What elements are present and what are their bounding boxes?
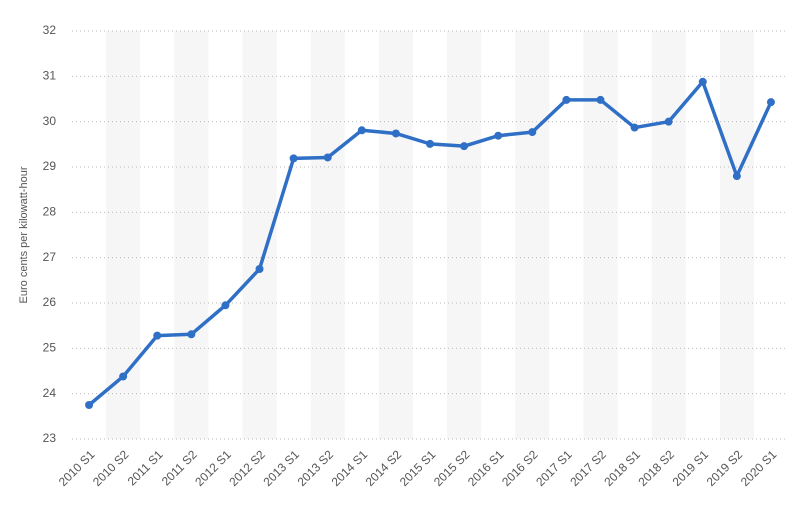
x-tick-label: 2018 S2 (636, 447, 678, 489)
point (357, 126, 366, 135)
y-tick-label: 27 (43, 250, 57, 264)
band-stripe (515, 31, 550, 439)
x-tick-label: 2013 S1 (260, 447, 302, 489)
point (391, 129, 400, 138)
y-tick-label: 32 (43, 23, 57, 37)
y-tick-label: 31 (43, 69, 57, 83)
x-tick-label: 2015 S2 (431, 447, 473, 489)
x-tick-label: 2018 S1 (601, 447, 643, 489)
band-stripe (583, 31, 618, 439)
point (426, 139, 434, 148)
x-tick-label: 2020 S1 (738, 447, 780, 489)
y-tick-label: 24 (43, 386, 57, 400)
point (664, 117, 673, 126)
band-stripe (106, 31, 141, 439)
x-tick-label: 2015 S1 (397, 447, 439, 489)
band-stripe (310, 31, 345, 439)
x-tick-label: 2011 S2 (159, 447, 200, 488)
x-tick-label: 2010 S2 (90, 447, 132, 489)
x-tick-label: 2014 S2 (363, 447, 405, 489)
y-tick-label: 23 (43, 431, 57, 445)
point (528, 128, 537, 137)
point (221, 301, 230, 310)
point (562, 95, 571, 104)
point (698, 77, 707, 86)
band-stripe (719, 31, 754, 439)
point (596, 95, 605, 104)
x-tick-label: 2016 S2 (499, 447, 541, 489)
band-stripe (378, 31, 413, 439)
x-tick-label: 2017 S2 (567, 447, 609, 489)
point (494, 131, 503, 140)
x-tick-label: 2017 S1 (533, 447, 575, 489)
x-tick-label: 2012 S2 (226, 447, 268, 489)
x-tick-label: 2012 S1 (192, 447, 234, 489)
point (153, 331, 162, 340)
x-tick-label: 2016 S1 (465, 447, 507, 489)
x-tick-label: 2014 S1 (329, 447, 371, 489)
x-tick-label: 2011 S1 (125, 447, 166, 488)
x-tick-label: 2013 S2 (295, 447, 337, 489)
x-tick-label: 2019 S2 (704, 447, 746, 489)
y-tick-label: 28 (43, 205, 57, 219)
band-stripe (651, 31, 686, 439)
y-axis-label: Euro cents per kilowatt-hour (18, 166, 30, 303)
point (187, 330, 196, 339)
point (323, 153, 332, 162)
point (630, 123, 639, 132)
point (766, 98, 775, 107)
x-tick-label: 2019 S1 (670, 447, 712, 489)
y-tick-label: 30 (43, 114, 57, 128)
point (732, 172, 741, 181)
y-tick-label: 25 (43, 341, 57, 355)
point (119, 372, 128, 381)
point (460, 142, 469, 151)
y-tick-label: 29 (43, 159, 57, 173)
y-tick-label: 26 (43, 295, 57, 309)
band-stripe (174, 31, 209, 439)
point (255, 265, 264, 273)
point (289, 154, 298, 163)
x-tick-label: 2010 S1 (56, 447, 98, 489)
point (85, 401, 94, 409)
band-stripe (447, 31, 482, 439)
